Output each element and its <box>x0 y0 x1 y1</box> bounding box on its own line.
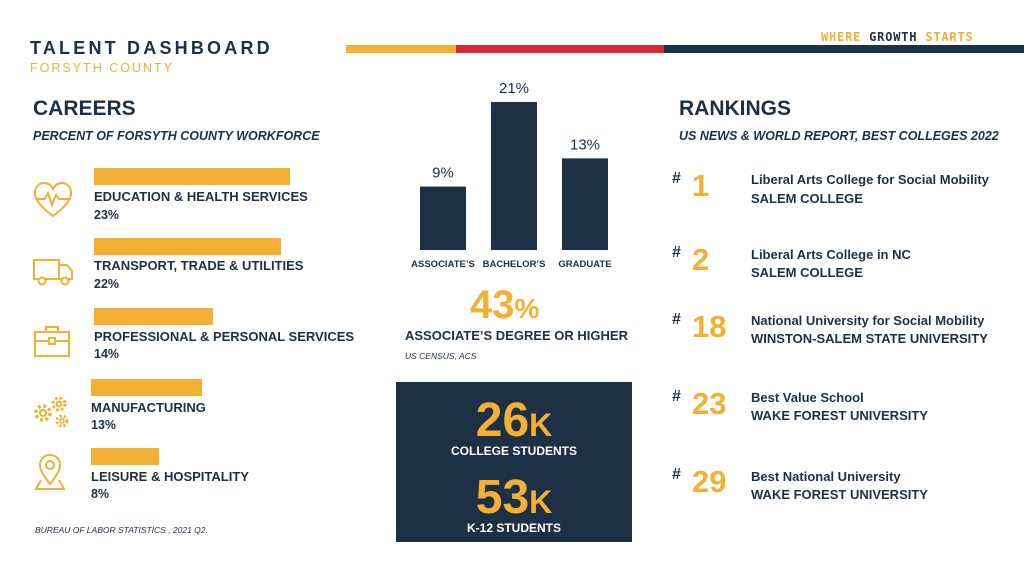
careers-source: BUREAU OF LABOR STATISTICS , 2021 Q2. <box>35 525 208 535</box>
tagline-part-3: STARTS <box>925 30 974 44</box>
career-label: MANUFACTURING <box>91 400 206 415</box>
rank-hash: # <box>672 170 681 187</box>
heart-pulse-icon <box>31 180 75 220</box>
rank-hash: # <box>672 388 681 405</box>
college-students-value: 26 <box>475 394 530 447</box>
truck-icon <box>31 252 75 292</box>
tagline-part-1: WHERE <box>821 30 862 44</box>
education-bar-chart: 9% ASSOCIATE’S 21% BACHELOR’S 13% GRADUATE <box>411 80 611 270</box>
dashboard-subtitle: FORSYTH COUNTY <box>30 61 174 75</box>
gears-icon <box>29 391 73 431</box>
career-value: 22% <box>94 277 120 291</box>
census-source: US CENSUS, ACS <box>405 351 477 361</box>
education-bar <box>562 158 608 250</box>
big-percent: 43% <box>470 283 539 328</box>
education-bar <box>491 102 537 250</box>
rank-title: Best Value School <box>751 390 864 405</box>
big-percent-number: 43 <box>470 283 515 327</box>
rankings-subtitle: US NEWS & WORLD REPORT, BEST COLLEGES 20… <box>679 129 999 143</box>
education-category-label: ASSOCIATE’S <box>411 259 475 270</box>
k12-students-value: 53 <box>475 471 530 524</box>
rank-school: WAKE FOREST UNIVERSITY <box>751 408 928 423</box>
header-stripe-red <box>456 45 664 53</box>
career-bar <box>94 238 281 255</box>
rank-number: 23 <box>692 386 727 421</box>
education-bar-value-label: 21% <box>499 80 529 97</box>
career-label: PROFESSIONAL & PERSONAL SERVICES <box>94 329 355 344</box>
briefcase-icon <box>31 322 75 362</box>
rank-hash: # <box>672 466 681 483</box>
college-students-label: COLLEGE STUDENTS <box>450 444 577 458</box>
big-percent-label: ASSOCIATE’S DEGREE OR HIGHER <box>405 328 628 343</box>
education-category-label: BACHELOR’S <box>483 259 546 270</box>
rank-number: 2 <box>692 242 710 277</box>
k12-students-number: 53K <box>396 474 632 522</box>
rank-number: 29 <box>692 464 727 499</box>
career-bar <box>94 168 290 185</box>
k12-students-suffix: K <box>529 484 553 520</box>
header-stripe-gold <box>346 45 456 53</box>
career-value: 13% <box>91 418 117 432</box>
rank-school: SALEM COLLEGE <box>751 265 863 280</box>
map-pin-icon <box>29 453 73 493</box>
tagline: WHERE GROWTH STARTS <box>821 30 974 44</box>
rankings-title: RANKINGS <box>679 97 792 120</box>
rank-school: WAKE FOREST UNIVERSITY <box>751 487 928 502</box>
rank-title: Best National University <box>751 469 901 484</box>
rank-number: 18 <box>692 309 727 344</box>
rank-hash: # <box>672 311 681 328</box>
education-bar-value-label: 13% <box>570 136 600 153</box>
students-panel: 26K COLLEGE STUDENTS 53K K-12 STUDENTS <box>396 382 632 542</box>
rank-school: WINSTON-SALEM STATE UNIVERSITY <box>751 331 988 346</box>
career-value: 23% <box>94 208 120 222</box>
rank-title: National University for Social Mobility <box>751 313 985 328</box>
rank-hash: # <box>672 244 681 261</box>
career-bar <box>94 308 213 325</box>
careers-title: CAREERS <box>33 97 136 120</box>
education-bar-value-label: 9% <box>432 165 454 182</box>
education-bar <box>420 186 466 250</box>
dashboard-title: TALENT DASHBOARD <box>30 38 273 58</box>
education-category-label: GRADUATE <box>558 259 611 270</box>
header-stripe-navy <box>664 45 1024 53</box>
big-percent-symbol: % <box>514 293 540 324</box>
rank-school: SALEM COLLEGE <box>751 191 863 206</box>
career-bar <box>91 379 202 396</box>
career-label: EDUCATION & HEALTH SERVICES <box>94 189 308 204</box>
rank-title: Liberal Arts College for Social Mobility <box>751 172 989 187</box>
career-bar <box>91 448 159 465</box>
career-label: TRANSPORT, TRADE & UTILITIES <box>94 258 304 273</box>
careers-subtitle: PERCENT OF FORSYTH COUNTY WORKFORCE <box>33 129 320 143</box>
career-value: 8% <box>91 487 110 501</box>
college-students-number: 26K <box>396 397 632 445</box>
tagline-part-2: GROWTH <box>869 30 918 44</box>
rank-title: Liberal Arts College in NC <box>751 247 911 262</box>
college-students-suffix: K <box>529 407 553 443</box>
career-value: 14% <box>94 347 120 361</box>
career-label: LEISURE & HOSPITALITY <box>91 469 249 484</box>
rank-number: 1 <box>692 168 710 203</box>
k12-students-label: K-12 STUDENTS <box>466 521 561 535</box>
